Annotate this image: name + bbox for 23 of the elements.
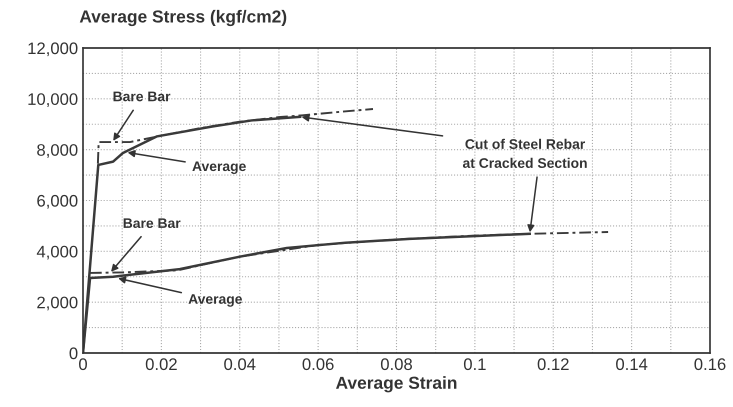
x-tick-label: 0.02 bbox=[146, 358, 177, 370]
annotation: Cut of Steel Rebar at Cracked Section bbox=[462, 138, 587, 168]
x-tick-label: 0.14 bbox=[616, 358, 648, 370]
annotation: Average bbox=[188, 294, 242, 307]
x-tick-label: 0 bbox=[79, 358, 87, 370]
x-tick-label: 0.16 bbox=[694, 358, 726, 370]
y-tick-label: 8,000 bbox=[37, 144, 78, 158]
y-tick-label: 10,000 bbox=[28, 93, 78, 108]
x-tick-label: 0.04 bbox=[224, 358, 256, 370]
y-tick-label: 4,000 bbox=[36, 246, 78, 260]
annotation: Average bbox=[192, 161, 246, 174]
annotation: Bare Bar bbox=[124, 218, 180, 228]
y-tick-label: 2,000 bbox=[37, 296, 78, 310]
x-tick-label: 0.12 bbox=[538, 358, 569, 370]
y-tick-label: 6,000 bbox=[37, 194, 78, 209]
y-tick-label: 0 bbox=[70, 347, 78, 360]
x-tick-label: 0.1 bbox=[464, 358, 486, 370]
x-tick-label: 0.06 bbox=[302, 358, 334, 370]
x-axis-title: Average Strain bbox=[336, 376, 456, 392]
chart-title: Average Stress (kgf/cm2) bbox=[80, 10, 286, 26]
x-tick-label: 0.08 bbox=[380, 358, 412, 370]
annotation: Bare Bar bbox=[114, 92, 170, 102]
y-tick-label: 12,000 bbox=[28, 42, 78, 56]
